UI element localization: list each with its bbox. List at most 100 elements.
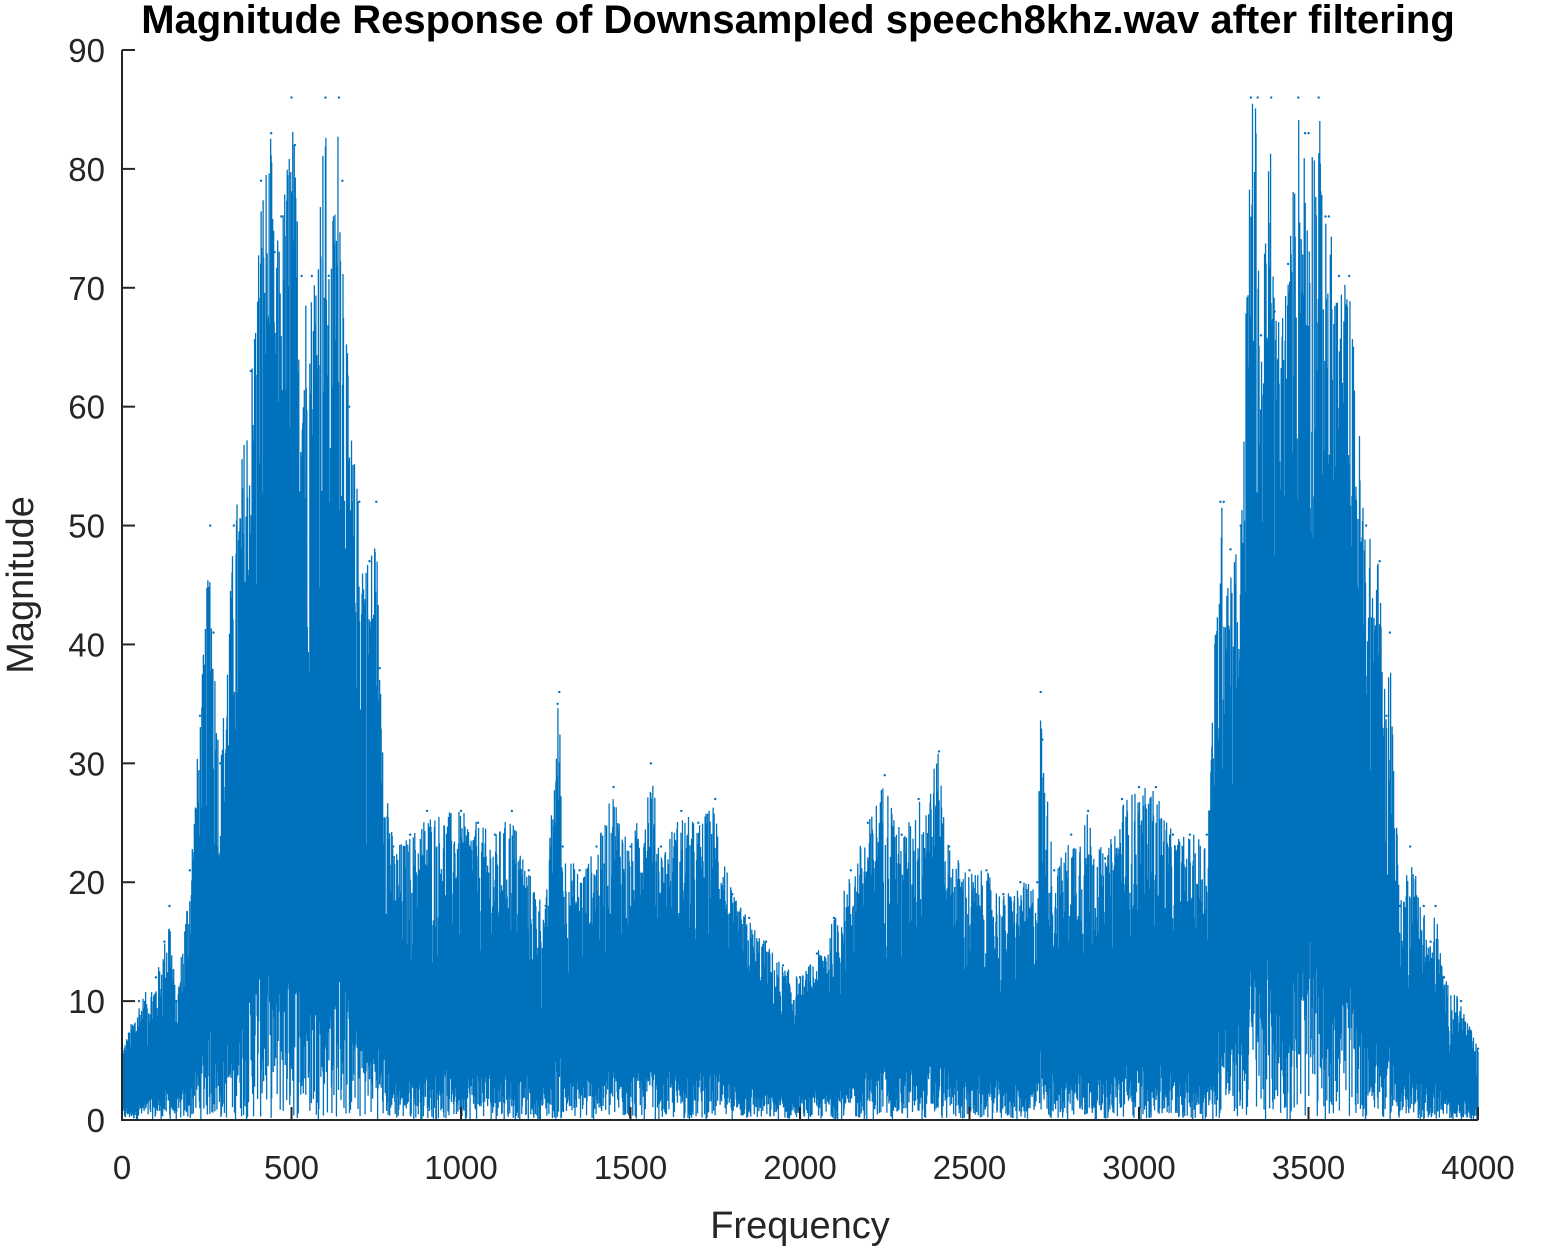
x-tick-label: 1000 [424, 1149, 497, 1186]
x-axis-label: Frequency [710, 1205, 890, 1247]
data-point [310, 274, 314, 278]
data-point [849, 869, 853, 872]
data-point [1002, 892, 1005, 896]
data-point [476, 821, 480, 824]
data-point [1086, 809, 1090, 813]
data-point [341, 179, 344, 182]
data-point [293, 143, 297, 147]
data-point [249, 369, 253, 373]
data-point [208, 524, 212, 527]
data-point [1434, 904, 1437, 908]
data-point [1459, 999, 1463, 1003]
y-tick-label: 20 [68, 864, 105, 901]
x-tick-label: 3500 [1272, 1149, 1345, 1186]
data-point [1317, 96, 1320, 99]
data-point [1188, 833, 1192, 836]
data-point [1229, 548, 1232, 551]
data-point [1120, 797, 1124, 801]
data-point [917, 797, 920, 801]
data-point [1019, 881, 1022, 884]
data-point [368, 560, 371, 563]
data-point [1041, 738, 1044, 741]
data-point [1259, 334, 1263, 337]
chart-title: Magnitude Response of Downsampled speech… [141, 0, 1455, 42]
x-tick-label: 2000 [763, 1149, 836, 1186]
data-point [680, 809, 683, 813]
data-point [947, 845, 951, 848]
data-point [561, 845, 564, 848]
x-tick-label: 2500 [933, 1149, 1006, 1186]
data-point [1036, 881, 1039, 884]
y-tick-label: 70 [68, 270, 105, 307]
data-point [629, 845, 632, 848]
data-point [1324, 215, 1327, 218]
data-point [1476, 1047, 1480, 1050]
data-point [1442, 976, 1446, 979]
x-tick-label: 4000 [1441, 1149, 1514, 1186]
data-point [556, 702, 559, 706]
data-point [900, 833, 903, 836]
y-tick-label: 40 [68, 626, 105, 663]
data-point [781, 964, 785, 967]
data-point [1385, 714, 1388, 717]
data-point [883, 774, 886, 777]
data-point [731, 892, 734, 896]
data-point [1378, 560, 1381, 563]
data-point [747, 916, 751, 920]
data-point [168, 904, 171, 908]
data-point [714, 797, 717, 801]
data-point [1070, 833, 1073, 836]
y-tick-label: 50 [68, 508, 105, 545]
data-point [937, 750, 941, 753]
data-point [1270, 96, 1273, 99]
data-point [408, 833, 412, 836]
y-tick-label: 0 [87, 1102, 105, 1139]
y-axis-ticks: 0 10 20 30 40 50 60 70 80 90 [68, 32, 135, 1139]
data-point [1249, 96, 1253, 99]
data-point [1154, 785, 1158, 789]
data-point [1297, 96, 1300, 99]
data-point [358, 500, 361, 503]
data-point [300, 274, 303, 278]
data-point [175, 999, 178, 1003]
data-point [1039, 690, 1042, 694]
data-point [1137, 785, 1141, 789]
data-point [1347, 274, 1351, 278]
data-point [544, 904, 547, 908]
data-point [392, 845, 395, 848]
data-point [1429, 940, 1432, 943]
data-point [649, 762, 653, 765]
data-point [697, 821, 700, 824]
data-point [798, 976, 802, 979]
data-point [163, 940, 166, 943]
data-point [558, 690, 561, 694]
data-point [219, 762, 222, 765]
data-point [1327, 215, 1331, 218]
x-tick-label: 3000 [1102, 1149, 1175, 1186]
data-point [527, 869, 530, 872]
data-point [327, 274, 330, 278]
data-point [1205, 833, 1209, 836]
data-point [198, 714, 202, 717]
y-tick-label: 60 [68, 389, 105, 426]
data-point [347, 405, 351, 408]
data-point [1103, 857, 1107, 860]
data-point [188, 869, 191, 872]
data-point [1409, 845, 1412, 848]
data-point [832, 916, 836, 920]
data-point [324, 96, 327, 99]
data-point [1239, 524, 1242, 527]
data-point [764, 940, 768, 943]
y-tick-label: 10 [68, 983, 105, 1020]
data-point [259, 179, 263, 182]
data-point [378, 667, 381, 670]
data-point [1286, 262, 1290, 266]
data-point [1219, 500, 1222, 503]
data-point [1256, 96, 1259, 99]
data-point [269, 132, 273, 135]
data-point [1303, 132, 1307, 135]
y-tick-label: 80 [68, 151, 105, 188]
x-axis-ticks: 0 500 1000 1500 2000 2500 3000 3500 4000 [113, 1107, 1515, 1186]
x-tick-label: 0 [113, 1149, 131, 1186]
data-point [1422, 904, 1425, 908]
